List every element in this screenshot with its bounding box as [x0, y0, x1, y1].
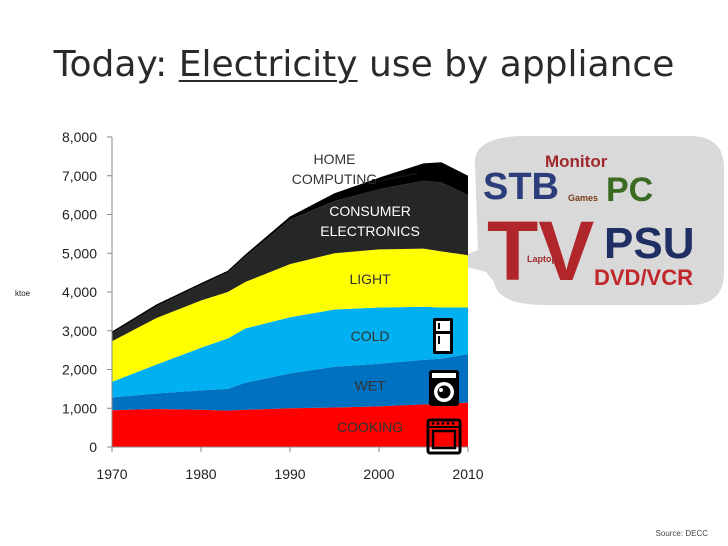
word-monitor: Monitor [545, 152, 608, 171]
series-label-home-computing: HOME [314, 151, 356, 167]
area-cold [112, 306, 468, 398]
x-tick-label: 1980 [185, 466, 216, 482]
home-computing-leader-line [382, 172, 418, 182]
word-dvd-vcr: DVD/VCR [594, 265, 693, 290]
y-tick-label: 7,000 [62, 168, 97, 184]
washing-machine-icon [429, 370, 459, 406]
series-label-light: LIGHT [349, 271, 391, 287]
y-tick-label: 6,000 [62, 207, 97, 223]
y-tick-label: 1,000 [62, 400, 97, 416]
area-cooking [112, 402, 468, 447]
area-wet [112, 354, 468, 411]
source-note: Source: DECC [655, 529, 708, 538]
x-tick-label: 2010 [452, 466, 483, 482]
word-games: Games [568, 193, 598, 203]
x-tick-label: 1970 [96, 466, 127, 482]
area-consumer-electronics [112, 180, 468, 342]
y-axis-label: ktoe [15, 289, 31, 298]
y-tick-label: 4,000 [62, 284, 97, 300]
word-stb: STB [483, 166, 559, 208]
y-tick-label: 3,000 [62, 323, 97, 339]
word-pc: PC [606, 171, 653, 209]
y-tick-label: 8,000 [62, 129, 97, 145]
y-tick-label: 0 [89, 439, 97, 455]
speech-bubble-shape [448, 136, 724, 305]
axes: 0 1,000 2,000 3,000 4,000 5,000 6,000 7,000 8,00… [15, 129, 484, 482]
series-label-consumer-electronics: CONSUMER [329, 203, 411, 219]
area-home-computing [112, 162, 468, 334]
fridge-icon [433, 318, 453, 354]
series-label-home-computing: COMPUTING [292, 171, 378, 187]
word-psu: PSU [604, 219, 694, 268]
word-cloud-bubble: Monitor STB PC Games TV PSU Laptop DVD/V… [448, 136, 724, 305]
x-tick-label: 1990 [274, 466, 305, 482]
word-tv: TV [487, 204, 594, 298]
x-tick-label: 2000 [363, 466, 394, 482]
series-labels: COOKING WET COLD LIGHT CONSUMER ELECTRONICS HO… [292, 151, 420, 435]
word-laptop: Laptop [527, 254, 557, 264]
series-label-cooking: COOKING [337, 419, 403, 435]
oven-icon [426, 418, 462, 455]
series-label-consumer-electronics: ELECTRONICS [320, 223, 420, 239]
area-light [112, 248, 468, 382]
y-tick-label: 5,000 [62, 245, 97, 261]
title-underlined-word: Electricity [178, 44, 358, 85]
series-label-wet: WET [355, 377, 387, 393]
area-layers [112, 162, 468, 447]
title-suffix: use by appliance [357, 44, 675, 85]
y-tick-label: 2,000 [62, 362, 97, 378]
slide-title: Today: Electricity use by appliance [0, 44, 728, 85]
series-label-cold: COLD [351, 328, 390, 344]
title-prefix: Today: [53, 44, 179, 85]
